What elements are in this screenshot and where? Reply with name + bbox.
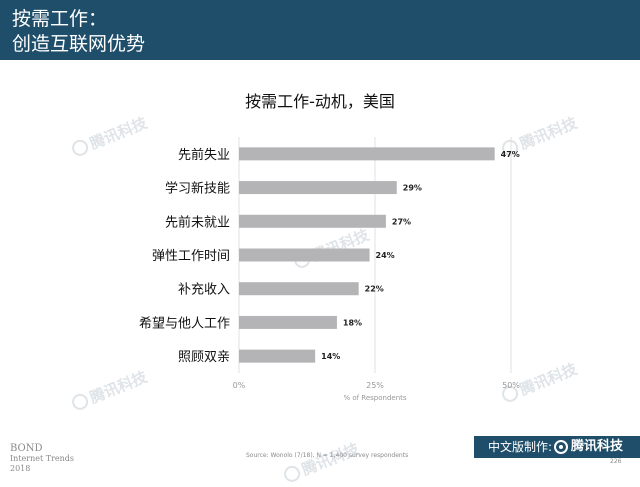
header-bar: 按需工作： 创造互联网优势 xyxy=(0,0,640,60)
category-label: 希望与他人工作 xyxy=(139,315,230,331)
banner-brand: 腾讯科技 xyxy=(571,439,624,454)
bar xyxy=(239,214,386,228)
bar xyxy=(239,315,337,329)
x-tick-label: 25% xyxy=(366,381,384,390)
data-label: 18% xyxy=(343,318,362,327)
data-label: 47% xyxy=(501,150,520,159)
x-axis-label: % of Respondents xyxy=(343,394,406,402)
bar xyxy=(239,147,495,161)
page-number: 226 xyxy=(610,458,622,465)
bar xyxy=(239,248,370,262)
x-tick-label: 0% xyxy=(233,381,246,390)
bar xyxy=(239,181,397,195)
header-title: 按需工作： xyxy=(12,8,108,30)
data-label: 22% xyxy=(365,285,384,294)
data-label: 14% xyxy=(321,352,340,361)
category-label: 先前失业 xyxy=(178,147,230,163)
data-label: 24% xyxy=(376,251,395,260)
chart-title: 按需工作-动机，美国 xyxy=(245,92,395,111)
x-tick-label: 50% xyxy=(502,381,520,390)
category-label: 补充收入 xyxy=(178,282,230,298)
data-label: 29% xyxy=(403,184,422,193)
source-note: Source: Wonolo (7/18), N = 1,400 survey … xyxy=(246,452,409,459)
category-label: 弹性工作时间 xyxy=(152,249,230,264)
credit-banner: 中文版制作: 腾讯科技 xyxy=(474,436,640,458)
header-subtitle: 创造互联网优势 xyxy=(12,33,146,55)
category-label: 先前未就业 xyxy=(165,214,230,230)
banner-label: 中文版制作: xyxy=(488,440,553,454)
category-label: 照顾双亲 xyxy=(178,350,230,365)
tencent-icon xyxy=(554,440,568,454)
bar xyxy=(239,282,359,296)
bar xyxy=(239,349,316,363)
bond-logo: BOND Internet Trends 2018 xyxy=(10,443,75,474)
data-label: 27% xyxy=(392,217,411,226)
category-label: 学习新技能 xyxy=(165,181,230,197)
